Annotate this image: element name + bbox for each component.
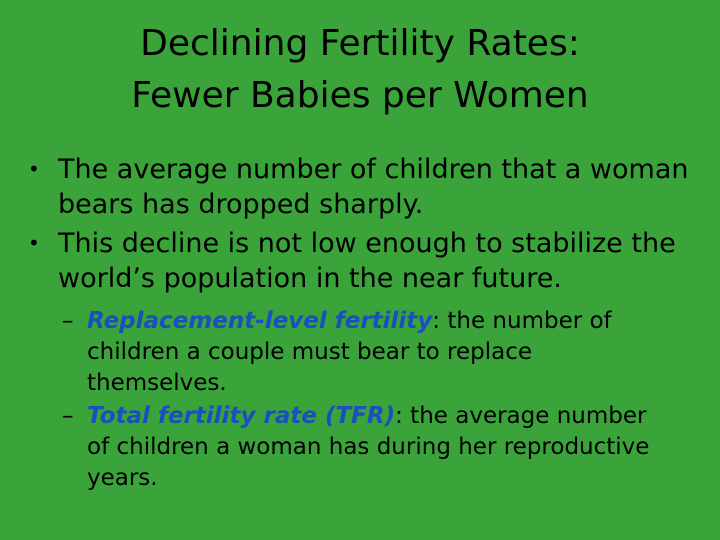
bullet-list: • The average number of children that a … bbox=[28, 152, 698, 300]
bullet-marker: • bbox=[28, 157, 40, 181]
definition-text: : the number of children a couple must b… bbox=[87, 308, 612, 396]
sub-bullet-marker: – bbox=[62, 403, 74, 429]
bullet-text: The average number of children that a wo… bbox=[58, 154, 689, 220]
term-replacement-level-fertility: Replacement-level fertility bbox=[87, 308, 433, 334]
sub-bullet-item: – Total fertility rate (TFR): the averag… bbox=[62, 401, 672, 494]
term-total-fertility-rate: Total fertility rate (TFR) bbox=[87, 403, 396, 429]
definition-text: : the average number of children a woman… bbox=[87, 403, 650, 491]
bullet-marker: • bbox=[28, 231, 40, 255]
sub-bullet-list: – Replacement-level fertility: the numbe… bbox=[62, 306, 672, 496]
slide-title: Declining Fertility Rates: Fewer Babies … bbox=[40, 18, 680, 122]
bullet-text: This decline is not low enough to stabil… bbox=[58, 228, 676, 294]
sub-bullet-item: – Replacement-level fertility: the numbe… bbox=[62, 306, 672, 399]
title-line-1: Declining Fertility Rates: bbox=[140, 23, 580, 64]
sub-bullet-marker: – bbox=[62, 308, 74, 334]
title-line-2: Fewer Babies per Women bbox=[131, 75, 589, 116]
bullet-item: • The average number of children that a … bbox=[28, 152, 698, 222]
bullet-item: • This decline is not low enough to stab… bbox=[28, 226, 698, 296]
